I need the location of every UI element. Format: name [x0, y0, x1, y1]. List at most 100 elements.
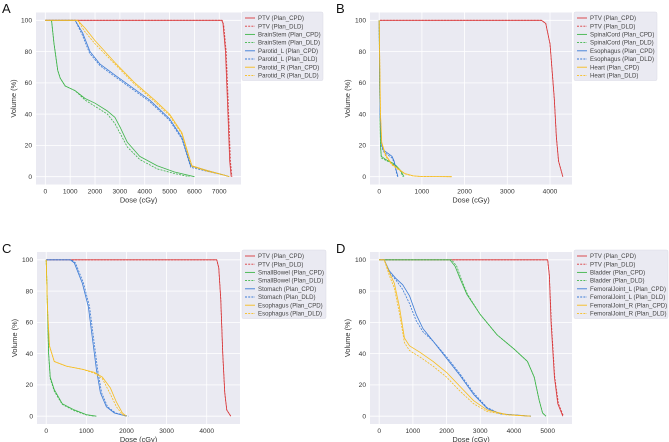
x-tick-label: 5000 [540, 428, 555, 435]
y-tick-label: 100 [22, 257, 33, 264]
x-tick-label: 1000 [415, 189, 430, 196]
panel-label: B [336, 1, 345, 16]
legend-entry: Parotid_L (Plan_CPD) [258, 48, 318, 55]
legend-entry: Heart (Plan_CPD) [590, 64, 639, 71]
legend-entry: Parotid_R (Plan_DLD) [258, 73, 319, 80]
x-tick-label: 0 [377, 189, 381, 196]
x-tick-label: 1000 [63, 189, 78, 196]
panel-A: A 0 1000 2000 3000 4000 5000 6000 7000 0 20 40 60 80 1… [2, 1, 324, 205]
x-tick-label: 0 [44, 428, 48, 435]
y-tick-label: 80 [359, 49, 367, 56]
series-line [45, 19, 230, 178]
plot-area [370, 12, 572, 185]
series-line [379, 259, 564, 417]
legend-entry: FemoralJoint_L (Plan_CPD) [590, 286, 666, 293]
series-line [379, 259, 531, 417]
legend-entry: Parotid_R (Plan_CPD) [258, 64, 319, 71]
x-axis-label: Dose (cGy) [120, 435, 157, 442]
y-tick-label: 100 [355, 257, 366, 264]
y-tick-label: 80 [26, 288, 34, 295]
y-tick-label: 40 [359, 351, 367, 358]
panel-label: D [336, 241, 345, 256]
legend-entry: Heart (Plan_DLD) [590, 73, 638, 80]
y-tick-label: 20 [359, 382, 367, 389]
legend-entry: PTV (Plan_CPD) [590, 253, 636, 260]
legend-box [241, 11, 324, 81]
series-line [379, 259, 547, 417]
y-tick-label: 100 [21, 18, 32, 25]
legend-entry: BrainStem (Plan_DLD) [258, 40, 320, 47]
x-tick-label: 6000 [187, 189, 202, 196]
x-tick-label: 5000 [162, 189, 177, 196]
legend-entry: Bladder (Plan_CPD) [590, 270, 645, 277]
legend-box [241, 249, 327, 319]
legend: PTV (Plan_CPD)PTV (Plan_DLD) Bladder (Pla… [573, 249, 669, 319]
x-axis-label: Dose (cGy) [120, 196, 157, 205]
legend-entry: SpinalCord (Plan_CPD) [590, 32, 654, 39]
y-tick-label: 20 [359, 143, 367, 150]
x-tick-label: 3000 [473, 428, 488, 435]
y-tick-label: 20 [25, 143, 33, 150]
legend-entry: SmallBowel (Plan_CPD) [258, 270, 324, 277]
series-line [46, 259, 127, 417]
y-tick-label: 60 [26, 320, 34, 327]
y-tick-label: 80 [25, 49, 33, 56]
legend-entry: FemoralJoint_R (Plan_CPD) [590, 302, 667, 309]
legend: PTV (Plan_CPD)PTV (Plan_DLD) SpinalCord (… [573, 11, 658, 81]
legend-entry: Esophagus (Plan_DLD) [258, 311, 322, 318]
legend-entry: Parotid_L (Plan_DLD) [258, 56, 317, 63]
x-tick-label: 0 [43, 189, 47, 196]
legend-entry: PTV (Plan_CPD) [590, 15, 636, 22]
x-tick-label: 0 [377, 428, 381, 435]
x-tick-label: 2000 [457, 189, 472, 196]
y-tick-label: 20 [26, 382, 34, 389]
x-tick-label: 3000 [500, 189, 515, 196]
series-line [51, 20, 190, 178]
legend-entry: Esophagus (Plan_CPD) [590, 48, 655, 55]
series-line [45, 259, 126, 417]
legend-entry: Esophagus (Plan_CPD) [258, 302, 323, 309]
series-line [378, 20, 398, 177]
y-axis-label: Volume (%) [343, 319, 352, 357]
y-tick-label: 0 [28, 174, 32, 181]
legend-box [573, 11, 658, 81]
series-line [45, 19, 230, 178]
y-tick-label: 60 [359, 320, 367, 327]
y-tick-label: 40 [26, 351, 34, 358]
y-axis-label: Volume (%) [10, 319, 19, 357]
x-tick-label: 4000 [199, 428, 214, 435]
legend-entry: PTV (Plan_CPD) [258, 15, 304, 22]
x-tick-label: 3000 [159, 428, 174, 435]
x-tick-label: 7000 [212, 189, 227, 196]
y-tick-label: 60 [359, 80, 367, 87]
series-line [45, 19, 233, 177]
y-tick-label: 60 [25, 80, 33, 87]
y-tick-label: 0 [362, 174, 366, 181]
y-axis-label: Volume (%) [9, 79, 18, 117]
legend-entry: BrainStem (Plan_CPD) [258, 32, 321, 39]
y-tick-label: 40 [359, 111, 367, 118]
legend-entry: Bladder (Plan_DLD) [590, 278, 645, 285]
legend-entry: FemoralJoint_L (Plan_DLD) [590, 294, 665, 301]
y-tick-label: 40 [25, 111, 33, 118]
x-tick-label: 1000 [406, 428, 421, 435]
series-line [46, 259, 232, 417]
x-tick-label: 2000 [119, 428, 134, 435]
y-tick-label: 0 [29, 413, 33, 420]
x-axis-label: Dose (cGy) [452, 435, 489, 442]
legend-entry: Esophagus (Plan_DLD) [590, 56, 654, 63]
series-line [379, 259, 531, 417]
legend-entry: Stomach (Plan_DLD) [258, 294, 316, 301]
legend-entry: PTV (Plan_DLD) [258, 23, 303, 30]
legend: PTV (Plan_CPD)PTV (Plan_DLD) SmallBowel (… [241, 249, 327, 319]
legend-entry: PTV (Plan_DLD) [590, 23, 635, 30]
y-tick-label: 100 [355, 18, 366, 25]
legend-entry: PTV (Plan_CPD) [258, 253, 304, 260]
panel-C: C 0 1000 2000 3000 4000 0 20 40 60 80 100 Dose (cGy)… [2, 241, 327, 442]
y-tick-label: 80 [359, 288, 367, 295]
legend-box [573, 249, 669, 319]
series-line [379, 259, 531, 417]
legend-entry: FemoralJoint_R (Plan_DLD) [590, 311, 667, 318]
panel-D: D 0 1000 2000 3000 4000 5000 0 20 40 60 80 100 Dose (… [336, 241, 669, 442]
